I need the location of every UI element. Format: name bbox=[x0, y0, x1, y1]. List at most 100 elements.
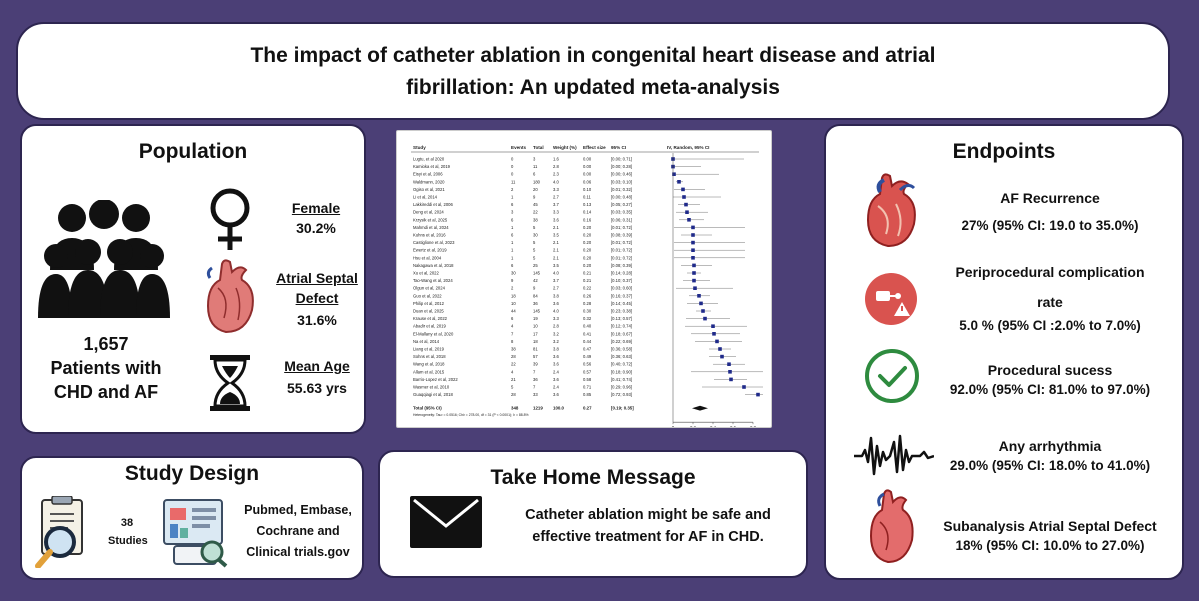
forest-study-effect: 0.20 bbox=[583, 233, 592, 238]
forest-study-weight: 2.7 bbox=[553, 286, 559, 291]
forest-study-effect: 0.14 bbox=[583, 210, 592, 215]
ecg-icon bbox=[854, 434, 934, 476]
forest-study-name: Deng et al, 2024 bbox=[413, 210, 444, 215]
forest-study-total: 84 bbox=[533, 293, 538, 298]
forest-total-n: 1219 bbox=[533, 406, 543, 411]
forest-study-effect: 0.20 bbox=[583, 263, 592, 268]
sources-line2: Cochrane and bbox=[256, 524, 340, 538]
forest-study-name: Lugtu, et al 2020 bbox=[413, 157, 445, 162]
forest-study-effect: 0.16 bbox=[583, 217, 592, 222]
forest-study-effect: 0.40 bbox=[583, 324, 592, 329]
forest-study-ci: [0.00; 0.46] bbox=[611, 172, 632, 177]
forest-study-effect: 0.00 bbox=[583, 164, 592, 169]
forest-study-ci: [0.01; 0.32] bbox=[611, 187, 632, 192]
asd-label-line1: Atrial Septal bbox=[276, 270, 358, 286]
forest-total-label: Total (95% CI) bbox=[413, 406, 442, 411]
forest-study-weight: 3.7 bbox=[553, 202, 559, 207]
forest-point bbox=[728, 370, 732, 374]
forest-study-ci: [0.10; 0.37] bbox=[611, 278, 632, 283]
endpoint-asd-value: 18% (95% CI: 10.0% to 27.0%) bbox=[955, 538, 1145, 553]
forest-study-weight: 3.6 bbox=[553, 301, 559, 306]
forest-study-events: 3 bbox=[511, 210, 514, 215]
heart-icon bbox=[866, 173, 916, 248]
forest-study-total: 42 bbox=[533, 278, 538, 283]
patient-count: 1,657 bbox=[83, 334, 129, 354]
forest-study-total: 5 bbox=[533, 255, 536, 260]
forest-study-events: 4 bbox=[511, 324, 514, 329]
forest-study-total: 30 bbox=[533, 233, 538, 238]
forest-point bbox=[691, 248, 695, 252]
forest-study-ci: [0.23; 0.38] bbox=[611, 309, 632, 314]
endpoint-arrhythmia-value: 29.0% (95% CI: 18.0% to 41.0%) bbox=[949, 458, 1151, 473]
forest-study-effect: 0.11 bbox=[583, 195, 592, 200]
forest-study-weight: 3.6 bbox=[553, 377, 559, 382]
endpoint-af-recurrence-title: AF Recurrence bbox=[1000, 190, 1100, 206]
forest-study-weight: 4.0 bbox=[553, 179, 559, 184]
forest-study-total: 22 bbox=[533, 210, 538, 215]
forest-study-name: Guaqqiagi et al, 2018 bbox=[413, 392, 453, 397]
forest-plot-header-3: Weight (%) bbox=[553, 145, 577, 150]
forest-point bbox=[692, 271, 696, 275]
forest-study-total: 11 bbox=[533, 164, 538, 169]
forest-study-name: Krzysik et al, 2025 bbox=[413, 217, 448, 222]
forest-study-effect: 0.56 bbox=[583, 362, 592, 367]
forest-study-total: 5 bbox=[533, 240, 536, 245]
forest-study-ci: [0.14; 0.28] bbox=[611, 271, 632, 276]
forest-study-name: Guo et al, 2022 bbox=[413, 293, 442, 298]
forest-tick-label: 0 bbox=[672, 425, 675, 427]
forest-study-name: Castiglione et al, 2023 bbox=[413, 240, 455, 245]
forest-study-events: 30 bbox=[511, 271, 516, 276]
forest-study-total: 19 bbox=[533, 316, 538, 321]
endpoints-heading: Endpoints bbox=[952, 140, 1056, 163]
endpoint-success-value: 92.0% (95% CI: 81.0% to 97.0%) bbox=[949, 382, 1151, 397]
forest-study-total: 145 bbox=[533, 309, 541, 314]
forest-study-effect: 0.57 bbox=[583, 369, 592, 374]
forest-study-weight: 2.4 bbox=[553, 369, 559, 374]
forest-study-events: 9 bbox=[511, 278, 514, 283]
forest-study-effect: 0.13 bbox=[583, 202, 592, 207]
forest-study-events: 6 bbox=[511, 217, 514, 222]
forest-study-name: Hsu et al, 2004 bbox=[413, 255, 442, 260]
forest-study-events: 1 bbox=[511, 255, 514, 260]
forest-study-ci: [0.08; 0.39] bbox=[611, 263, 632, 268]
forest-study-effect: 0.00 bbox=[583, 157, 592, 162]
forest-study-effect: 0.58 bbox=[583, 377, 592, 382]
forest-plot-header-6: IV, Random, 95% CI bbox=[667, 145, 709, 150]
forest-study-effect: 0.47 bbox=[583, 347, 592, 352]
forest-study-events: 6 bbox=[511, 202, 514, 207]
forest-study-events: 38 bbox=[511, 347, 516, 352]
forest-study-total: 17 bbox=[533, 331, 538, 336]
forest-study-weight: 4.0 bbox=[553, 271, 559, 276]
forest-study-name: Sohns et al, 2018 bbox=[413, 354, 446, 359]
forest-study-weight: 3.6 bbox=[553, 217, 559, 222]
forest-study-events: 4 bbox=[511, 369, 514, 374]
forest-study-weight: 3.3 bbox=[553, 210, 559, 215]
forest-study-weight: 4.0 bbox=[553, 309, 559, 314]
forest-study-total: 7 bbox=[533, 369, 536, 374]
forest-tick-label: 0.2 bbox=[690, 425, 696, 427]
forest-study-events: 5 bbox=[511, 385, 514, 390]
forest-point bbox=[715, 339, 719, 344]
forest-study-total: 7 bbox=[533, 385, 536, 390]
endpoint-complication-title-line1: Periprocedural complication bbox=[955, 264, 1145, 280]
patient-label-line1: Patients with bbox=[50, 358, 162, 378]
forest-total-weight: 100.0 bbox=[553, 406, 565, 411]
forest-study-weight: 2.1 bbox=[553, 240, 559, 245]
forest-study-ci: [0.41; 0.74] bbox=[611, 377, 632, 382]
forest-study-events: 28 bbox=[511, 392, 516, 397]
endpoint-af-recurrence-value: 27% (95% CI: 19.0 to 35.0%) bbox=[961, 218, 1139, 233]
forest-study-name: Lakkireddi et al, 2006 bbox=[413, 202, 453, 207]
forest-study-total: 39 bbox=[533, 362, 538, 367]
forest-study-effect: 0.41 bbox=[583, 331, 592, 336]
people-group-icon bbox=[38, 200, 170, 318]
forest-study-events: 0 bbox=[511, 172, 514, 177]
forest-total-ci: [0.19; 0.35] bbox=[611, 406, 634, 411]
forest-study-total: 36 bbox=[533, 301, 538, 306]
forest-plot-header-0: Study bbox=[413, 145, 426, 150]
forest-point bbox=[729, 377, 733, 382]
forest-study-weight: 3.3 bbox=[553, 187, 559, 192]
forest-study-name: Nakagawa et al, 2018 bbox=[413, 263, 454, 268]
forest-study-total: 9 bbox=[533, 286, 536, 291]
study-design-panel: Study Design 38 Studies Pubmed, Embase, … bbox=[20, 456, 364, 580]
forest-point bbox=[742, 385, 746, 389]
